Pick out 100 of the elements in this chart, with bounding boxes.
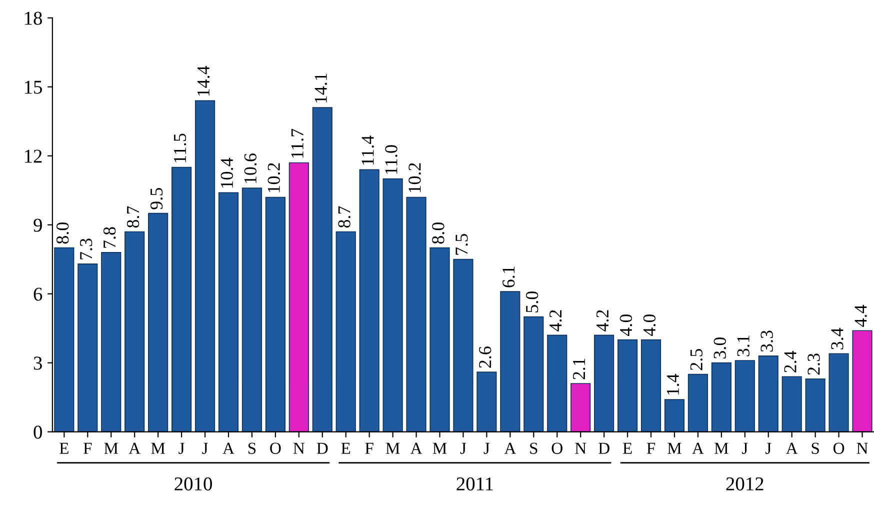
x-tick-label: N <box>293 442 305 454</box>
data-label: 3.3 <box>760 330 773 352</box>
x-tick-label: A <box>692 442 704 454</box>
bar <box>406 196 426 432</box>
data-label: 4.0 <box>643 314 656 336</box>
bar <box>570 383 591 432</box>
data-label: 9.5 <box>150 188 163 210</box>
data-label: 7.8 <box>103 227 116 248</box>
x-tick-label: D <box>598 442 610 454</box>
bar <box>805 378 826 432</box>
text: 2010 <box>174 477 212 490</box>
text: 2011 <box>456 477 493 490</box>
data-label: 8.7 <box>126 206 140 228</box>
x-tick-label: F <box>83 442 92 454</box>
x-tick-label: A <box>786 442 798 454</box>
y-tick-label: 12 <box>24 150 42 163</box>
x-tick-label: O <box>270 442 281 454</box>
data-label: 1.4 <box>666 374 680 395</box>
data-label: 10.4 <box>220 158 234 188</box>
x-tick-label: J <box>765 442 772 454</box>
y-tick-label: 0 <box>34 426 42 439</box>
x-tick-label: N <box>856 442 868 454</box>
data-label: 3.4 <box>831 328 844 350</box>
data-label: 4.4 <box>854 304 867 327</box>
y-tick-label: 9 <box>34 218 42 232</box>
bar <box>148 212 168 432</box>
bar <box>194 100 216 432</box>
data-label: 11.5 <box>174 134 186 162</box>
x-tick-label: M <box>668 442 682 454</box>
data-label: 11.0 <box>385 145 398 174</box>
data-label: 14.1 <box>314 74 327 103</box>
data-label: 11.4 <box>362 136 374 165</box>
x-tick-label: J <box>202 442 208 454</box>
bar <box>711 362 732 432</box>
x-tick-label: S <box>530 442 538 454</box>
data-label: 8.7 <box>338 206 350 228</box>
data-label: 3.1 <box>737 336 750 356</box>
bar <box>782 376 802 432</box>
x-tick-label: F <box>365 442 374 454</box>
y-tick-label: 6 <box>34 288 42 301</box>
data-label: 3.0 <box>714 337 726 358</box>
bar <box>594 334 614 432</box>
data-label: 10.2 <box>268 163 280 192</box>
bar <box>688 374 708 432</box>
bar <box>242 188 262 432</box>
data-label: 11.7 <box>291 128 304 158</box>
x-tick-label: M <box>104 442 118 454</box>
x-tick-label: S <box>248 442 256 454</box>
bar <box>500 291 520 432</box>
bar <box>547 334 568 432</box>
bar <box>852 330 872 432</box>
x-tick-label: E <box>60 442 68 454</box>
y-tick-label: 18 <box>24 12 42 25</box>
bar <box>430 247 450 432</box>
x-tick-label: M <box>386 442 400 454</box>
text: 2012 <box>726 477 764 490</box>
bar <box>336 231 356 432</box>
bar <box>288 162 309 432</box>
bar <box>172 166 192 432</box>
x-tick-label: M <box>714 442 728 454</box>
data-label: 8.0 <box>56 222 69 244</box>
bar <box>101 252 122 432</box>
x-tick-label: O <box>833 442 844 454</box>
bar <box>476 372 497 432</box>
data-label: 7.5 <box>456 234 468 255</box>
data-label: 4.2 <box>596 310 609 332</box>
data-label: 10.6 <box>244 154 257 184</box>
data-label: 7.3 <box>80 238 92 260</box>
bar <box>524 316 544 432</box>
bar <box>453 258 474 432</box>
bar <box>617 339 638 432</box>
x-tick-label: A <box>222 442 234 454</box>
bar <box>218 192 239 432</box>
data-label: 10.2 <box>408 163 421 192</box>
data-label: 4.2 <box>550 310 562 332</box>
x-tick-label: A <box>128 442 140 454</box>
bar <box>640 339 662 432</box>
x-tick-label: O <box>552 442 562 454</box>
bar <box>78 264 98 432</box>
x-tick-label: S <box>812 442 819 454</box>
x-tick-label: D <box>316 442 328 454</box>
data-label: 4.0 <box>620 314 632 336</box>
data-label: 2.1 <box>572 358 586 380</box>
bar <box>664 399 685 432</box>
x-tick-label: N <box>575 442 586 454</box>
y-tick-label: 15 <box>24 80 42 94</box>
x-tick-label: E <box>341 442 350 454</box>
bar <box>124 231 145 432</box>
data-label: 2.6 <box>479 346 492 368</box>
x-tick-label: J <box>742 442 748 454</box>
data-label: 2.4 <box>784 350 796 372</box>
bar <box>54 247 74 432</box>
x-tick-label: A <box>410 442 422 454</box>
x-tick-label: M <box>432 442 447 454</box>
data-label: 5.0 <box>526 291 538 312</box>
y-tick-label: 3 <box>34 356 42 370</box>
data-label: 6.1 <box>502 266 515 288</box>
data-label: 8.0 <box>432 222 444 244</box>
x-tick-label: J <box>460 442 466 454</box>
x-tick-label: J <box>484 442 490 454</box>
